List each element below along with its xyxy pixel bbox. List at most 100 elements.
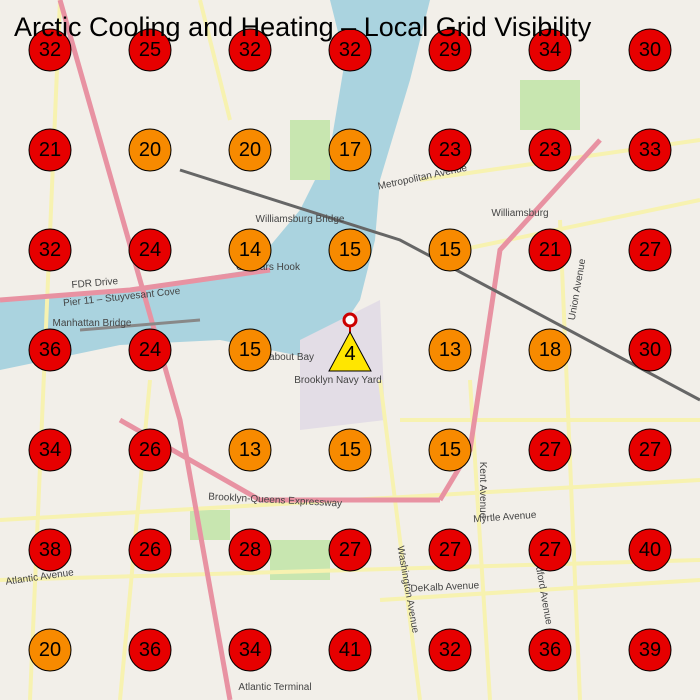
marker-circle [228,128,272,172]
marker-value: 15 [239,339,261,361]
marker-circle [428,128,472,172]
marker-value: 14 [239,239,261,261]
marker-value: 18 [539,339,561,361]
marker-circle [528,28,572,72]
marker-circle [28,228,72,272]
marker-value: 27 [639,439,661,461]
marker-value: 15 [439,439,461,461]
marker-value: 20 [139,139,161,161]
marker-circle [128,28,172,72]
marker-circle [328,528,372,572]
marker-circle [128,328,172,372]
marker-value: 30 [639,39,661,61]
marker-circle [28,528,72,572]
marker-value: 15 [439,239,461,261]
marker-value: 17 [339,139,361,161]
marker-circle [28,128,72,172]
marker-circle [628,628,672,672]
marker-value: 29 [439,39,461,61]
marker-value: 15 [339,439,361,461]
pin-head [342,312,358,328]
marker-circle [128,428,172,472]
marker-value: 21 [539,239,561,261]
marker-value: 32 [39,39,61,61]
marker-value: 28 [239,539,261,561]
map-label: Corlears Hook [236,262,301,273]
marker-value: 15 [339,239,361,261]
marker-value: 36 [539,639,561,661]
map-label: Atlantic Terminal [238,682,311,693]
marker-value: 34 [239,639,261,661]
marker-circle [428,628,472,672]
marker-circle [328,128,372,172]
marker-value: 32 [39,239,61,261]
marker-circle [628,28,672,72]
map-label: Wallabout Bay [250,352,314,363]
marker-value: 32 [339,39,361,61]
map-label: Williamsburg [491,208,548,219]
marker-value: 36 [139,639,161,661]
marker-circle [528,528,572,572]
map-label: Williamsburg Bridge [256,214,345,225]
marker-value: 13 [239,439,261,461]
map-label: Myrtle Avenue [473,510,537,525]
marker-value: 36 [39,339,61,361]
marker-value: 27 [539,539,561,561]
marker-circle [28,28,72,72]
marker-value: 33 [639,139,661,161]
marker-circle [228,428,272,472]
marker-circle [428,228,472,272]
marker-circle [128,528,172,572]
marker-circle [528,228,572,272]
marker-value: 34 [539,39,561,61]
marker-circle [528,328,572,372]
marker-circle [328,428,372,472]
map-label: Manhattan Bridge [53,318,132,329]
marker-value: 26 [139,439,161,461]
marker-value: 41 [339,639,361,661]
marker-value: 30 [639,339,661,361]
marker-value: 21 [39,139,61,161]
marker-value: 40 [639,539,661,561]
marker-value: 39 [639,639,661,661]
map-label: Brooklyn Navy Yard [294,375,381,386]
marker-circle [528,628,572,672]
marker-circle [528,128,572,172]
marker-value: 24 [139,339,161,361]
marker-value: 34 [39,439,61,461]
marker-circle [28,628,72,672]
marker-value: 20 [39,639,61,661]
marker-value: 4 [344,343,355,365]
marker-circle [628,328,672,372]
marker-circle [128,128,172,172]
map-label: DeKalb Avenue [410,580,480,595]
marker-value: 23 [539,139,561,161]
marker-value: 13 [439,339,461,361]
marker-value: 27 [539,439,561,461]
marker-value: 27 [339,539,361,561]
marker-value: 27 [439,539,461,561]
marker-circle [628,228,672,272]
map-label: Kent Avenue [477,462,488,519]
marker-circle [428,28,472,72]
marker-circle [328,28,372,72]
marker-circle [228,628,272,672]
marker-value: 38 [39,539,61,561]
marker-circle [128,228,172,272]
marker-circle [128,628,172,672]
marker-circle [428,328,472,372]
title: Arctic Cooling and Heating – Local Grid … [14,12,592,42]
marker-circle [328,628,372,672]
marker-value: 32 [239,39,261,61]
marker-value: 26 [139,539,161,561]
marker-value: 20 [239,139,261,161]
marker-value: 27 [639,239,661,261]
marker-circle [428,528,472,572]
marker-circle [228,28,272,72]
marker-circle [528,428,572,472]
marker-triangle [328,330,372,372]
marker-circle [28,428,72,472]
map-label: FDR Drive [71,276,119,291]
